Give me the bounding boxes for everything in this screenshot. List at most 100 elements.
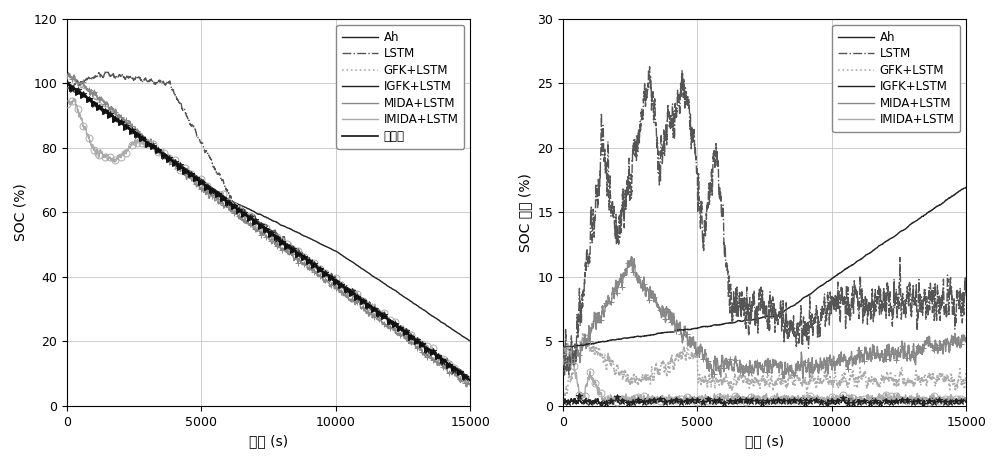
Line: 参考値: 参考値 <box>67 84 470 380</box>
MIDA+LSTM <box>603 296 615 302</box>
IGFK+LSTM <box>557 399 569 404</box>
IGFK+LSTM <box>960 398 972 403</box>
LSTM <box>627 143 639 149</box>
Ah <box>216 192 228 198</box>
Line: GFK+LSTM: GFK+LSTM <box>563 334 966 399</box>
Ah <box>456 333 468 339</box>
MIDA+LSTM <box>62 70 74 75</box>
GFK+LSTM <box>557 390 569 396</box>
LSTM <box>464 378 476 383</box>
LSTM <box>456 373 468 379</box>
MIDA+LSTM <box>461 384 473 390</box>
Line: IGFK+LSTM: IGFK+LSTM <box>563 396 966 405</box>
GFK+LSTM <box>131 130 143 135</box>
参考値 <box>61 81 73 86</box>
IGFK+LSTM <box>464 377 476 383</box>
参考値 <box>464 377 476 383</box>
LSTM <box>559 372 571 378</box>
Line: MIDA+LSTM: MIDA+LSTM <box>67 73 470 387</box>
Ah <box>627 334 639 340</box>
MIDA+LSTM <box>107 106 119 112</box>
Legend: Ah, LSTM, GFK+LSTM, IGFK+LSTM, MIDA+LSTM, IMIDA+LSTM: Ah, LSTM, GFK+LSTM, IGFK+LSTM, MIDA+LSTM… <box>832 25 960 132</box>
GFK+LSTM <box>603 356 615 361</box>
GFK+LSTM <box>712 379 724 385</box>
MIDA+LSTM <box>797 376 809 382</box>
IGFK+LSTM <box>413 341 425 346</box>
MIDA+LSTM <box>456 378 468 384</box>
Line: Ah: Ah <box>67 84 470 341</box>
IGFK+LSTM <box>456 371 468 377</box>
IMIDA+LSTM <box>603 397 615 402</box>
IGFK+LSTM <box>627 399 639 405</box>
IGFK+LSTM <box>712 399 724 405</box>
GFK+LSTM <box>61 70 73 75</box>
Line: LSTM: LSTM <box>563 67 966 375</box>
LSTM <box>61 86 73 92</box>
IMIDA+LSTM <box>562 340 574 346</box>
IMIDA+LSTM <box>627 399 639 404</box>
GFK+LSTM <box>107 108 119 114</box>
GFK+LSTM <box>559 396 571 402</box>
GFK+LSTM <box>216 194 228 200</box>
IMIDA+LSTM <box>61 101 73 106</box>
参考値 <box>464 377 476 383</box>
IGFK+LSTM <box>216 193 228 198</box>
GFK+LSTM <box>413 338 425 344</box>
IGFK+LSTM <box>464 378 476 383</box>
Ah <box>712 322 724 328</box>
IGFK+LSTM <box>233 207 245 213</box>
LSTM <box>99 68 111 74</box>
MIDA+LSTM <box>712 360 724 366</box>
IMIDA+LSTM <box>712 394 724 400</box>
Ah <box>61 81 73 87</box>
IGFK+LSTM <box>107 114 119 119</box>
IGFK+LSTM <box>131 132 143 138</box>
Ah <box>603 338 615 343</box>
LSTM <box>909 295 921 301</box>
Ah <box>464 338 476 344</box>
LSTM <box>729 299 741 305</box>
Ah <box>413 304 425 310</box>
Legend: Ah, LSTM, GFK+LSTM, IGFK+LSTM, MIDA+LSTM, IMIDA+LSTM, 参考値: Ah, LSTM, GFK+LSTM, IGFK+LSTM, MIDA+LSTM… <box>336 25 464 149</box>
IMIDA+LSTM <box>107 158 119 164</box>
IGFK+LSTM <box>603 397 615 403</box>
IMIDA+LSTM <box>960 395 972 401</box>
LSTM <box>953 303 965 308</box>
GFK+LSTM <box>953 377 965 383</box>
Ah <box>729 319 741 325</box>
IGFK+LSTM <box>953 398 965 404</box>
GFK+LSTM <box>456 371 468 376</box>
MIDA+LSTM <box>960 337 972 342</box>
MIDA+LSTM <box>464 381 476 387</box>
MIDA+LSTM <box>953 337 965 343</box>
IMIDA+LSTM <box>68 96 80 101</box>
MIDA+LSTM <box>233 213 245 219</box>
参考値 <box>61 81 73 87</box>
MIDA+LSTM <box>557 358 569 364</box>
Line: LSTM: LSTM <box>67 71 470 381</box>
参考値 <box>131 131 143 137</box>
X-axis label: 时间 (s): 时间 (s) <box>249 434 288 448</box>
MIDA+LSTM <box>625 254 637 260</box>
IMIDA+LSTM <box>729 393 741 398</box>
MIDA+LSTM <box>413 345 425 350</box>
IMIDA+LSTM <box>456 370 468 376</box>
Y-axis label: SOC 误差 (%): SOC 误差 (%) <box>518 173 532 252</box>
IMIDA+LSTM <box>770 401 782 406</box>
Ah <box>131 131 143 136</box>
Line: GFK+LSTM: GFK+LSTM <box>67 73 470 380</box>
Line: MIDA+LSTM: MIDA+LSTM <box>563 257 966 379</box>
IMIDA+LSTM <box>233 207 245 213</box>
LSTM <box>216 176 228 182</box>
Line: IMIDA+LSTM: IMIDA+LSTM <box>67 98 470 382</box>
Ah <box>61 81 73 87</box>
IGFK+LSTM <box>729 399 741 404</box>
LSTM <box>233 206 245 212</box>
GFK+LSTM <box>233 207 245 213</box>
LSTM <box>644 64 656 69</box>
LSTM <box>712 164 724 169</box>
参考値 <box>107 114 119 119</box>
Ah <box>909 219 921 225</box>
IMIDA+LSTM <box>413 339 425 345</box>
IGFK+LSTM <box>573 393 585 399</box>
